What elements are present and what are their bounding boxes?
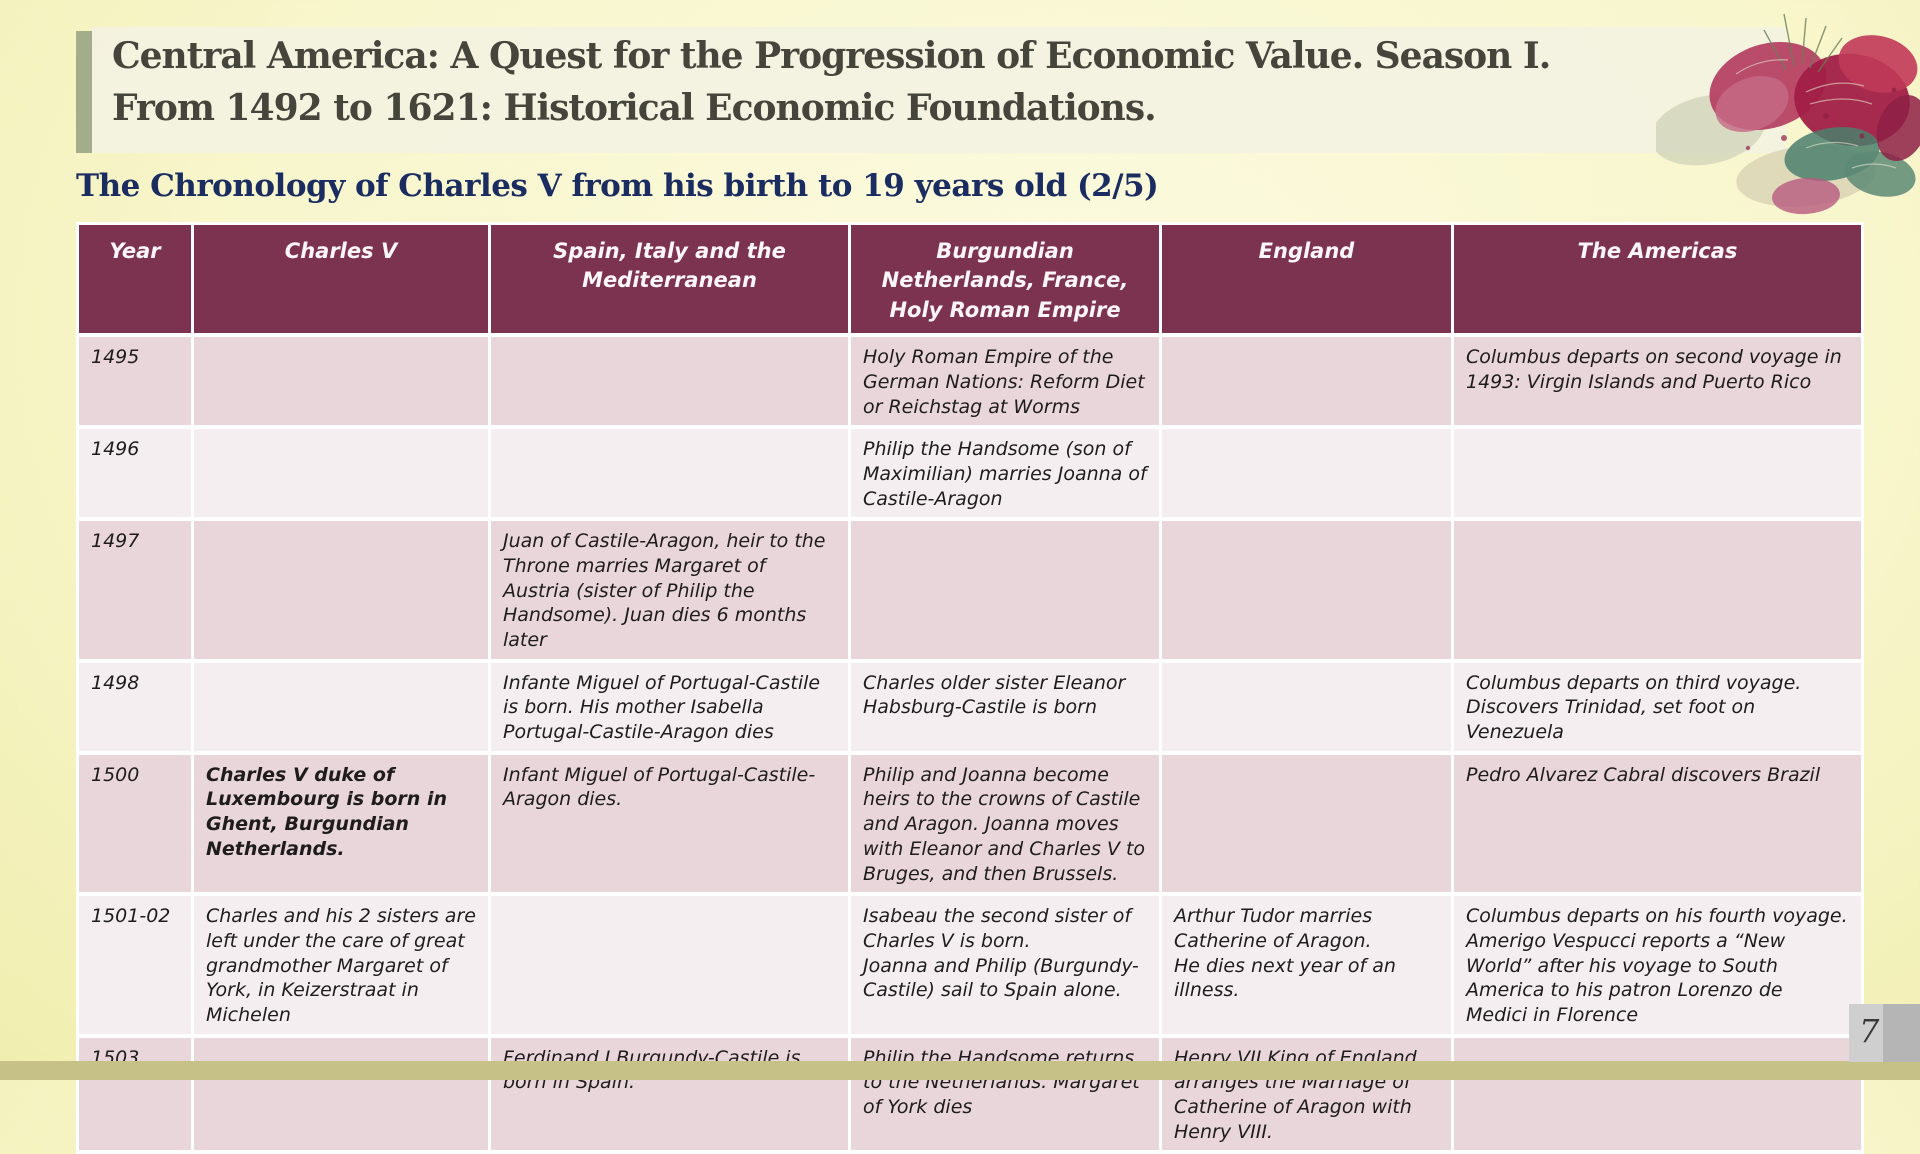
table-cell [848, 517, 1162, 663]
table-cell [1159, 425, 1454, 522]
column-header: Year [76, 222, 194, 337]
year-cell: 1498 [76, 658, 194, 755]
table-cell: Philip the Handsome (son of Maximilian) … [848, 425, 1162, 522]
table-cell [488, 333, 851, 430]
title-block [92, 27, 1786, 153]
footer-strip [0, 1061, 1920, 1080]
table-cell: Holy Roman Empire of the German Nations:… [848, 333, 1162, 430]
column-header: Spain, Italy and the Mediterranean [488, 222, 851, 337]
table-cell [1451, 517, 1864, 663]
table-header-row: Year Charles V Spain, Italy and the Medite… [76, 222, 1864, 337]
table-cell [191, 333, 491, 430]
slide-subtitle: The Chronology of Charles V from his bir… [76, 168, 1159, 204]
slide-title-line2: From 1492 to 1621: Historical Economic F… [112, 87, 1157, 130]
column-header: Charles V [191, 222, 491, 337]
table-cell: Charles V duke of Luxembourg is born in … [191, 750, 491, 897]
chronology-table: Year Charles V Spain, Italy and the Medite… [76, 222, 1864, 1154]
page-number: 7 [1859, 1012, 1880, 1050]
page-number-backplate [1849, 1004, 1883, 1062]
table-cell: Infante Miguel of Portugal-Castile is bo… [488, 658, 851, 755]
year-cell: 1496 [76, 425, 194, 522]
slide-title: Central America: A Quest for the Progres… [112, 30, 1712, 134]
table-cell: Columbus departs on third voyage. Discov… [1451, 658, 1864, 755]
slide-title-line1: Central America: A Quest for the Progres… [112, 35, 1551, 77]
table-cell [1451, 1033, 1864, 1154]
table-body: 1495 Holy Roman Empire of the German Nati… [76, 333, 1864, 1154]
table-cell: Arthur Tudor marries Catherine of Aragon… [1159, 892, 1454, 1038]
year-cell: 1500 [76, 750, 194, 897]
table-row: 1495 Holy Roman Empire of the German Nati… [76, 333, 1864, 430]
table-cell: Columbus departs on second voyage in 149… [1451, 333, 1864, 430]
table-cell: Henry VII King of England arranges the M… [1159, 1033, 1454, 1154]
slide: Central America: A Quest for the Progres… [0, 13, 1920, 1154]
table-cell: Charles older sister Eleanor Habsburg-Ca… [848, 658, 1162, 755]
table-cell [1451, 425, 1864, 522]
table-cell: Isabeau the second sister of Charles V i… [848, 892, 1162, 1038]
year-cell: 1497 [76, 517, 194, 663]
table-cell: Columbus departs on his fourth voyage. A… [1451, 892, 1864, 1038]
table-cell [1159, 517, 1454, 663]
page-number-box: 7 [1849, 1004, 1920, 1062]
table-cell: Pedro Alvarez Cabral discovers Brazil [1451, 750, 1864, 897]
table-cell [488, 892, 851, 1038]
column-header: Burgundian Netherlands, France, Holy Rom… [848, 222, 1162, 337]
year-cell: 1503 [76, 1033, 194, 1154]
table-row: 1498 Infante Miguel of Portugal-Castile i… [76, 658, 1864, 755]
table-row: 1503 Ferdinand I Burgundy-Castile is born… [76, 1033, 1864, 1154]
table-cell [191, 517, 491, 663]
title-accent-bar [76, 31, 92, 153]
table-row: 1497 Juan of Castile-Aragon, heir to the … [76, 517, 1864, 663]
table-cell: Philip and Joanna become heirs to the cr… [848, 750, 1162, 897]
table-cell: Charles and his 2 sisters are left under… [191, 892, 491, 1038]
year-cell: 1495 [76, 333, 194, 430]
table-cell: Infant Miguel of Portugal-Castile-Aragon… [488, 750, 851, 897]
column-header: The Americas [1451, 222, 1864, 337]
table-row: 1501-02 Charles and his 2 sisters are lef… [76, 892, 1864, 1038]
table-cell: Juan of Castile-Aragon, heir to the Thro… [488, 517, 851, 663]
table-row: 1496 Philip the Handsome (son of Maximili… [76, 425, 1864, 522]
flower-decoration [1656, 13, 1920, 215]
table-row: 1500 Charles V duke of Luxembourg is born… [76, 750, 1864, 897]
table-cell: Philip the Handsome returns to the Nethe… [848, 1033, 1162, 1154]
table-cell [1159, 333, 1454, 430]
table-cell: Ferdinand I Burgundy-Castile is born in … [488, 1033, 851, 1154]
table-cell [191, 658, 491, 755]
table-cell [191, 1033, 491, 1154]
table-cell [488, 425, 851, 522]
column-header: England [1159, 222, 1454, 337]
table-cell [191, 425, 491, 522]
table-cell [1159, 750, 1454, 897]
table-cell [1159, 658, 1454, 755]
year-cell: 1501-02 [76, 892, 194, 1038]
